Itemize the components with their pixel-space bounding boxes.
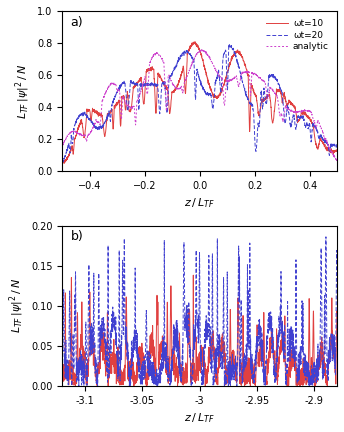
ωt=20: [277, 334, 281, 339]
ωt=20: [327, 362, 331, 367]
ωt=20: [194, 253, 198, 258]
ωt=20: [60, 365, 64, 370]
ωt=10: [186, 337, 191, 342]
ωt=20: [327, 152, 331, 157]
ωt=10: [74, 368, 78, 374]
analytic: [327, 145, 331, 150]
ωt=10: [277, 366, 281, 372]
ωt=10: [277, 89, 281, 94]
ωt=20: [227, 42, 232, 48]
ωt=20: [335, 143, 339, 148]
ωt=20: [74, 119, 78, 124]
Text: b): b): [71, 230, 83, 243]
ωt=10: [327, 356, 331, 361]
ωt=20: [194, 90, 198, 95]
ωt=10: [60, 160, 64, 165]
analytic: [186, 69, 191, 74]
ωt=20: [74, 368, 78, 374]
ωt=10: [187, 47, 191, 52]
ωt=10: [60, 372, 64, 378]
ωt=10: [335, 311, 339, 317]
Y-axis label: $L_{TF}\,|\psi|^2\,/\,N$: $L_{TF}\,|\psi|^2\,/\,N$: [13, 64, 32, 119]
ωt=20: [60, 160, 64, 165]
analytic: [200, 47, 204, 52]
analytic: [277, 105, 281, 110]
ωt=20: [327, 338, 331, 343]
ωt=10: [191, 273, 195, 278]
ωt=10: [327, 148, 331, 153]
ωt=20: [335, 260, 339, 266]
ωt=20: [324, 234, 328, 239]
analytic: [194, 54, 198, 59]
ωt=10: [194, 42, 198, 47]
Legend: ωt=10, ωt=20, analytic: ωt=10, ωt=20, analytic: [262, 16, 333, 55]
ωt=10: [193, 39, 197, 44]
Text: a): a): [71, 16, 83, 29]
ωt=10: [335, 149, 339, 154]
analytic: [327, 144, 331, 149]
ωt=20: [187, 299, 191, 305]
analytic: [60, 143, 64, 149]
Line: ωt=10: ωt=10: [62, 42, 337, 163]
Line: ωt=20: ωt=20: [62, 237, 337, 386]
ωt=10: [327, 148, 331, 153]
X-axis label: $z\,/\,L_{TF}$: $z\,/\,L_{TF}$: [184, 197, 215, 210]
ωt=10: [74, 132, 78, 137]
Y-axis label: $L_{TF}\,|\psi|^2\,/\,N$: $L_{TF}\,|\psi|^2\,/\,N$: [7, 278, 25, 334]
ωt=20: [77, 383, 81, 388]
ωt=10: [327, 349, 331, 355]
analytic: [335, 158, 339, 163]
X-axis label: $z\,/\,L_{TF}$: $z\,/\,L_{TF}$: [184, 411, 215, 425]
ωt=20: [277, 82, 281, 87]
ωt=10: [286, 383, 290, 388]
analytic: [335, 158, 339, 163]
ωt=20: [186, 51, 191, 56]
Line: ωt=20: ωt=20: [62, 45, 337, 163]
ωt=10: [194, 344, 198, 349]
ωt=20: [327, 151, 331, 156]
Line: ωt=10: ωt=10: [62, 275, 337, 386]
ωt=10: [62, 161, 66, 166]
analytic: [74, 130, 78, 136]
Line: analytic: analytic: [62, 50, 337, 161]
